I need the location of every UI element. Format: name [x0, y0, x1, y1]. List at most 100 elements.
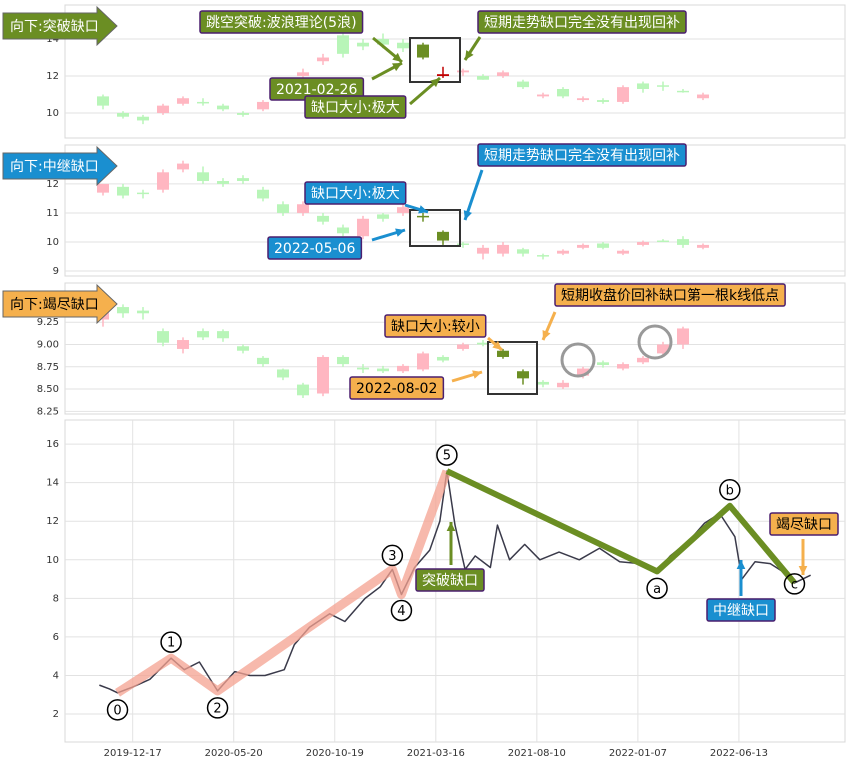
- y-tick-label: 11: [46, 208, 59, 219]
- wave-marker: [719, 479, 741, 501]
- wave-marker: [390, 599, 413, 622]
- candle-body: [157, 172, 169, 190]
- candle-body: [637, 83, 649, 89]
- candle-body: [557, 88, 569, 97]
- wave-marker: [381, 544, 404, 567]
- annotation-text: 2022-05-06: [274, 241, 355, 257]
- candle-body: [177, 163, 189, 170]
- candle-body: [137, 310, 149, 314]
- candle-body: [597, 362, 609, 365]
- candle-body: [197, 101, 209, 104]
- annotation: 2021-02-26: [269, 77, 365, 101]
- y-tick-label: 14: [46, 478, 59, 489]
- wave-marker: [436, 444, 458, 466]
- y-tick-label: 14: [46, 34, 59, 45]
- candle-body: [277, 204, 289, 213]
- candle-body: [597, 100, 609, 102]
- candle-body: [177, 98, 189, 104]
- candle-body: [657, 85, 669, 87]
- candle-body: [677, 328, 689, 345]
- candle-body: [337, 356, 349, 365]
- candle-body: [637, 242, 649, 245]
- candle-body: [557, 250, 569, 254]
- candle-body: [297, 72, 309, 77]
- candle-body: [217, 181, 229, 184]
- candle-body: [417, 44, 429, 58]
- candle-body: [277, 369, 289, 378]
- candle-body: [97, 96, 109, 106]
- candle-body: [437, 231, 449, 241]
- arrow-head: [392, 52, 402, 62]
- arrow-head: [418, 205, 428, 214]
- candle-body: [517, 249, 529, 254]
- candle-body: [357, 367, 369, 370]
- candle-body: [457, 344, 469, 349]
- wave-label: 1: [167, 636, 175, 651]
- candle-body: [177, 340, 189, 349]
- candle-body: [217, 105, 229, 110]
- candle-body: [197, 331, 209, 338]
- highlight-circle: [637, 324, 673, 360]
- x-tick-label: 2021-03-16: [407, 748, 465, 759]
- annotation-text: 中继缺口: [713, 603, 769, 619]
- candle-body: [297, 204, 309, 213]
- candle-body: [577, 368, 589, 376]
- candle-body: [377, 39, 389, 45]
- annotation: 2022-08-02: [349, 376, 445, 400]
- annotation-text: 跳空突破:波浪理论(5浪): [206, 15, 357, 31]
- arrow-head: [392, 63, 402, 72]
- wave-label: b: [726, 483, 734, 498]
- candle-body: [237, 178, 249, 182]
- candle-body: [477, 247, 489, 254]
- annotation-text: 竭尽缺口: [776, 517, 832, 533]
- panel-label: 向下:中继缺口: [2, 145, 118, 187]
- candle-body: [257, 101, 269, 110]
- y-tick-label: 16: [46, 439, 59, 450]
- y-tick-label: 10: [46, 555, 59, 566]
- y-tick-label: 12: [46, 516, 59, 527]
- gap-box: [487, 341, 538, 395]
- y-tick-label: 8.75: [37, 362, 59, 373]
- annotation: 缺口大小:极大: [304, 181, 407, 205]
- annotation-box: [415, 568, 485, 592]
- candle-body: [317, 215, 329, 222]
- candle-body: [417, 215, 429, 218]
- candle-body: [397, 42, 409, 49]
- annotation-box: [199, 10, 364, 34]
- candle-body: [97, 183, 109, 193]
- arrow-head: [472, 370, 482, 379]
- annotation: 短期收盘价回补缺口第一根k线低点: [554, 283, 786, 307]
- candle-body: [477, 76, 489, 80]
- arrow-head: [798, 565, 808, 575]
- candle-body: [537, 94, 549, 97]
- candle-body: [437, 74, 449, 77]
- annotation-box: [304, 181, 407, 205]
- panel-label-text: 向下:竭尽缺口: [10, 297, 99, 313]
- arrow-head: [465, 50, 474, 60]
- panel-label-text: 向下:中继缺口: [10, 159, 99, 175]
- candle-body: [637, 357, 649, 363]
- candle-body: [557, 382, 569, 388]
- annotation-box: [706, 598, 776, 622]
- candle-body: [497, 350, 509, 357]
- candle-body: [677, 90, 689, 93]
- annotation: 竭尽缺口: [769, 512, 839, 536]
- candle-body: [517, 81, 529, 88]
- annotation-box: [267, 236, 363, 260]
- candle-body: [117, 307, 129, 314]
- candle-body: [477, 342, 489, 345]
- annotation: 2022-05-06: [267, 236, 363, 260]
- candle-body: [337, 35, 349, 54]
- candle-body: [697, 94, 709, 99]
- wave-label: c: [791, 577, 798, 592]
- candle-body: [217, 331, 229, 339]
- candle-body: [297, 384, 309, 396]
- wave-marker: [106, 699, 129, 721]
- annotation-text: 短期收盘价回补缺口第一根k线低点: [561, 287, 779, 304]
- arrow-head: [736, 560, 746, 570]
- candle-body: [497, 72, 509, 77]
- wave-line: [115, 469, 452, 697]
- arrow-head: [446, 522, 456, 532]
- annotation-box: [304, 95, 407, 119]
